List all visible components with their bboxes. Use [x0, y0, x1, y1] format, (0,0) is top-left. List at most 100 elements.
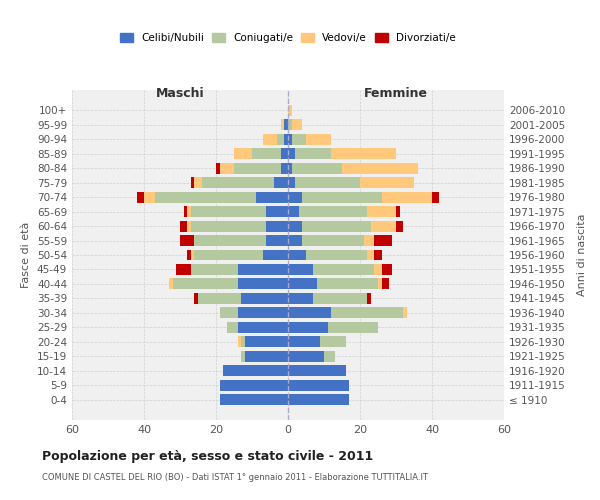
Bar: [238, 322, 288, 332]
Bar: [374, 264, 382, 275]
Bar: [263, 250, 288, 260]
Bar: [180, 235, 194, 246]
Bar: [360, 178, 414, 188]
Bar: [223, 365, 288, 376]
Bar: [328, 322, 378, 332]
Bar: [288, 336, 320, 347]
Bar: [263, 134, 277, 145]
Bar: [187, 250, 191, 260]
Bar: [220, 380, 288, 390]
Bar: [238, 264, 288, 275]
Bar: [191, 220, 266, 232]
Bar: [245, 336, 288, 347]
Bar: [184, 206, 187, 217]
Bar: [374, 235, 392, 246]
Legend: Celibi/Nubili, Coniugati/e, Vedovi/e, Divorziati/e: Celibi/Nubili, Coniugati/e, Vedovi/e, Di…: [116, 29, 460, 48]
Bar: [288, 163, 292, 173]
Bar: [371, 220, 396, 232]
Bar: [288, 192, 302, 202]
Bar: [234, 163, 281, 173]
Bar: [288, 148, 295, 159]
Bar: [367, 293, 371, 304]
Bar: [292, 134, 306, 145]
Text: Femmine: Femmine: [364, 88, 428, 101]
Bar: [227, 322, 238, 332]
Bar: [302, 220, 371, 232]
Bar: [220, 163, 234, 173]
Bar: [378, 278, 382, 289]
Bar: [191, 250, 194, 260]
Bar: [241, 336, 245, 347]
Bar: [302, 235, 364, 246]
Bar: [281, 148, 288, 159]
Bar: [403, 308, 407, 318]
Bar: [288, 278, 317, 289]
Bar: [288, 380, 349, 390]
Bar: [288, 351, 324, 362]
Bar: [320, 336, 346, 347]
Bar: [396, 220, 403, 232]
Bar: [198, 293, 241, 304]
Bar: [187, 206, 191, 217]
Bar: [306, 134, 331, 145]
Bar: [331, 148, 396, 159]
Bar: [238, 278, 288, 289]
Bar: [194, 293, 198, 304]
Text: COMUNE DI CASTEL DEL RIO (BO) - Dati ISTAT 1° gennaio 2011 - Elaborazione TUTTIT: COMUNE DI CASTEL DEL RIO (BO) - Dati IST…: [42, 472, 428, 482]
Bar: [256, 192, 288, 202]
Bar: [173, 278, 238, 289]
Bar: [324, 351, 335, 362]
Bar: [277, 134, 284, 145]
Bar: [234, 148, 252, 159]
Bar: [241, 293, 288, 304]
Y-axis label: Fasce di età: Fasce di età: [22, 222, 31, 288]
Bar: [313, 264, 374, 275]
Bar: [266, 220, 288, 232]
Bar: [288, 105, 292, 116]
Bar: [306, 250, 367, 260]
Bar: [288, 120, 292, 130]
Bar: [364, 235, 374, 246]
Bar: [288, 220, 302, 232]
Bar: [288, 178, 295, 188]
Bar: [202, 178, 274, 188]
Text: Popolazione per età, sesso e stato civile - 2011: Popolazione per età, sesso e stato civil…: [42, 450, 373, 463]
Bar: [302, 192, 382, 202]
Bar: [331, 308, 403, 318]
Bar: [245, 351, 288, 362]
Bar: [176, 264, 191, 275]
Bar: [288, 206, 299, 217]
Bar: [266, 206, 288, 217]
Bar: [299, 206, 367, 217]
Bar: [313, 293, 367, 304]
Bar: [396, 206, 400, 217]
Bar: [382, 264, 392, 275]
Bar: [367, 206, 396, 217]
Bar: [238, 336, 241, 347]
Bar: [288, 134, 292, 145]
Bar: [241, 351, 245, 362]
Bar: [284, 134, 288, 145]
Bar: [266, 235, 288, 246]
Bar: [382, 192, 432, 202]
Y-axis label: Anni di nascita: Anni di nascita: [577, 214, 587, 296]
Bar: [292, 120, 302, 130]
Bar: [342, 163, 418, 173]
Bar: [191, 178, 194, 188]
Bar: [238, 308, 288, 318]
Bar: [155, 192, 256, 202]
Bar: [317, 278, 378, 289]
Bar: [288, 394, 349, 405]
Bar: [288, 235, 302, 246]
Bar: [194, 235, 266, 246]
Bar: [180, 220, 187, 232]
Bar: [191, 206, 266, 217]
Bar: [194, 178, 202, 188]
Bar: [292, 163, 342, 173]
Bar: [284, 120, 288, 130]
Bar: [220, 308, 238, 318]
Bar: [295, 178, 360, 188]
Bar: [274, 178, 288, 188]
Text: Maschi: Maschi: [155, 88, 205, 101]
Bar: [374, 250, 382, 260]
